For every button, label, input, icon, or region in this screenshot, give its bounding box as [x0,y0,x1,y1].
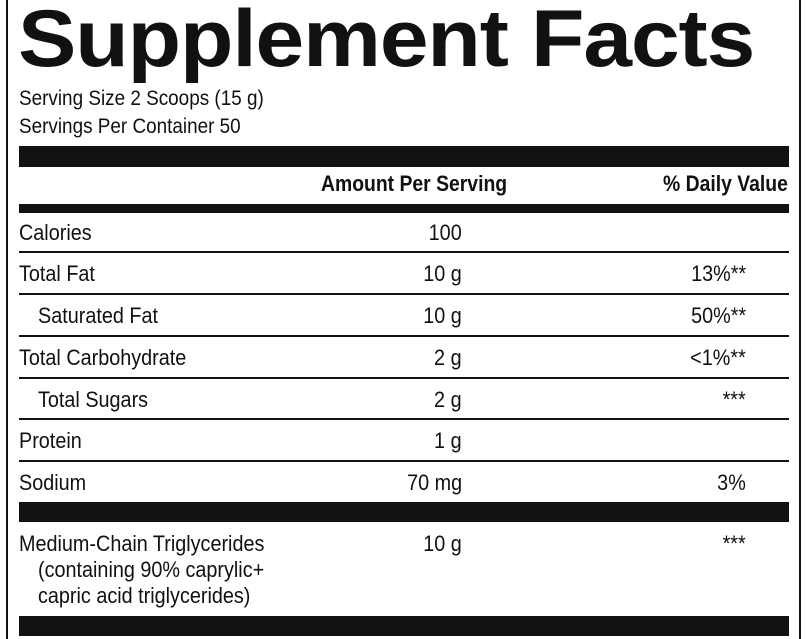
nutrient-amount: 100 [428,220,462,245]
nutrient-name: Protein [19,428,82,453]
row-divider [19,377,789,379]
thick-divider-top [19,146,789,167]
serving-size: Serving Size 2 Scoops (15 g) [19,87,264,110]
nutrient-name: Total Sugars [38,387,149,412]
thick-divider-bottom [19,616,789,636]
nutrient-daily-value: 13%** [690,261,746,286]
row-divider [19,251,789,253]
nutrient-amount: 2 g [434,345,462,370]
nutrient-daily-value: *** [722,387,746,412]
row-divider [19,460,789,462]
servings-per-container: Servings Per Container 50 [19,115,241,138]
mct-description-line-1: (containing 90% caprylic+ [38,557,265,582]
nutrient-name: Sodium [19,470,87,495]
mct-daily-value: *** [722,531,746,556]
nutrient-amount: 2 g [434,387,462,412]
supplement-facts-panel [6,0,801,639]
nutrient-daily-value: 50%** [690,303,746,328]
nutrient-name: Total Carbohydrate [19,345,187,370]
amount-per-serving-header: Amount Per Serving [321,171,508,196]
mct-name: Medium-Chain Triglycerides [19,531,265,556]
nutrient-daily-value: <1%** [690,345,746,370]
row-divider [19,293,789,295]
nutrient-name: Calories [19,220,92,245]
nutrient-name: Saturated Fat [38,303,158,328]
nutrient-name: Total Fat [19,261,95,286]
row-divider [19,335,789,337]
medium-divider [19,204,789,213]
daily-value-header: % Daily Value [663,171,788,196]
nutrient-daily-value: 3% [717,470,746,495]
mct-amount: 10 g [423,531,462,556]
panel-title: Supplement Facts [18,0,755,84]
row-divider [19,418,789,420]
nutrient-amount: 70 mg [406,470,462,495]
thick-divider-middle [19,502,789,522]
mct-description-line-2: capric acid triglycerides) [38,583,251,608]
nutrient-amount: 1 g [434,428,462,453]
nutrient-amount: 10 g [423,261,462,286]
nutrient-amount: 10 g [423,303,462,328]
